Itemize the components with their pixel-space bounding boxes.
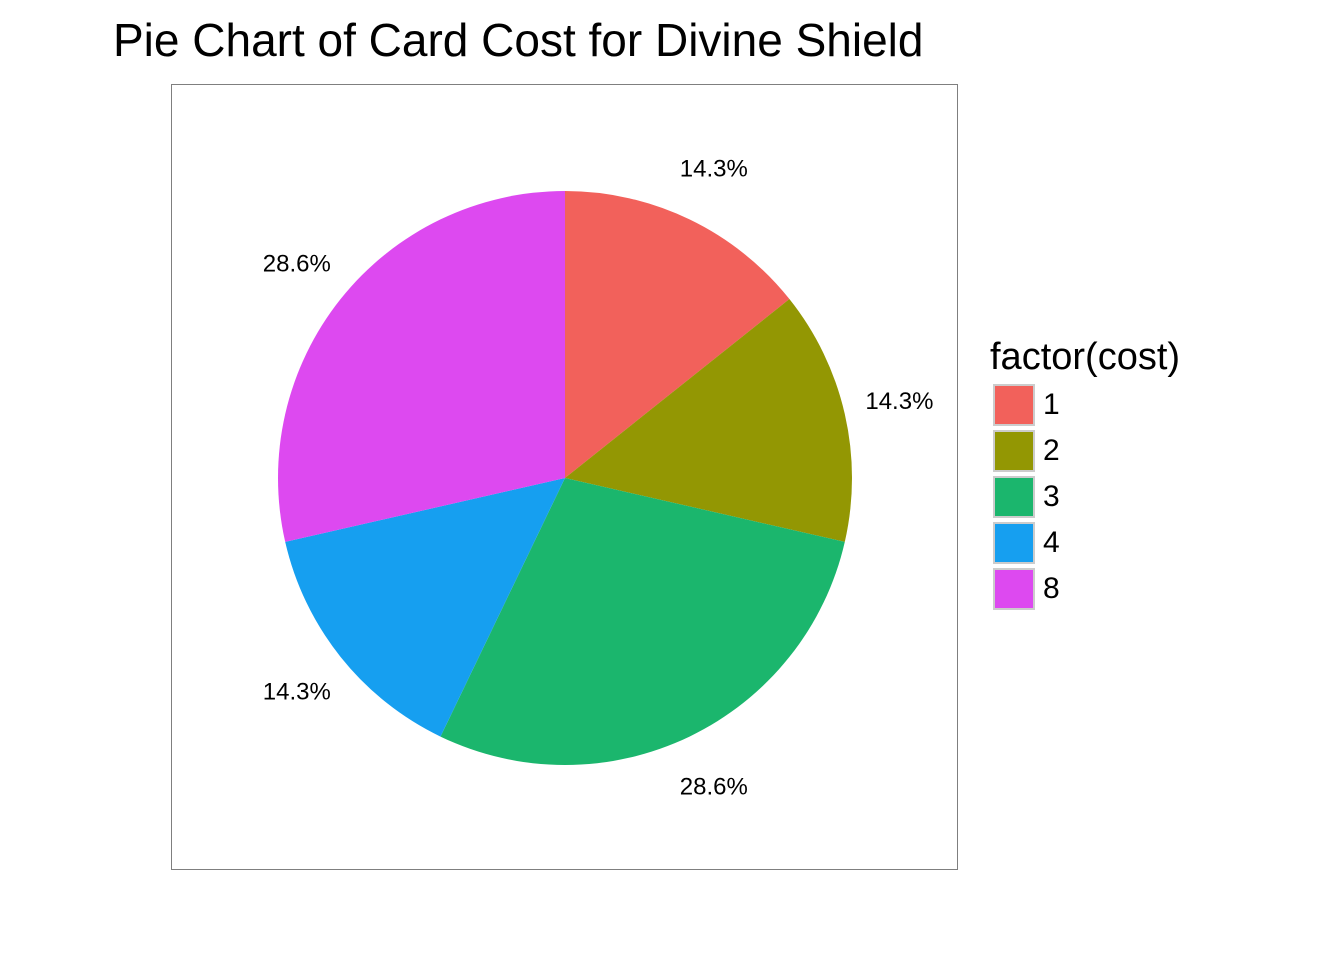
legend-key-8 bbox=[993, 567, 1035, 610]
pie-label-2: 14.3% bbox=[865, 388, 933, 415]
legend-label-2: 2 bbox=[1043, 433, 1060, 467]
legend-item-1: 1 bbox=[990, 382, 1180, 428]
legend-title: factor(cost) bbox=[990, 336, 1181, 378]
legend-swatch-4 bbox=[995, 523, 1033, 562]
plot-panel: 14.3% 14.3% 28.6% 14.3% 28.6% bbox=[171, 84, 958, 870]
pie-slice-1 bbox=[565, 191, 790, 478]
legend-item-8: 8 bbox=[990, 566, 1180, 612]
legend-item-3: 3 bbox=[990, 474, 1180, 520]
legend-swatch-2 bbox=[995, 431, 1033, 470]
legend: factor(cost) 1 2 3 4 8 bbox=[990, 336, 1180, 612]
pie-chart: 14.3% 14.3% 28.6% 14.3% 28.6% bbox=[263, 155, 934, 801]
legend-label-1: 1 bbox=[1043, 387, 1060, 421]
pie-label-4: 14.3% bbox=[263, 678, 331, 705]
legend-label-4: 4 bbox=[1043, 525, 1060, 559]
legend-item-2: 2 bbox=[990, 428, 1180, 474]
pie-label-3: 28.6% bbox=[680, 774, 748, 801]
legend-key-2 bbox=[993, 429, 1035, 472]
pie-slice-4 bbox=[285, 478, 565, 737]
pie-label-1: 14.3% bbox=[680, 155, 748, 182]
legend-items: 1 2 3 4 8 bbox=[990, 382, 1180, 612]
legend-item-4: 4 bbox=[990, 520, 1180, 566]
legend-swatch-1 bbox=[995, 385, 1033, 424]
legend-key-1 bbox=[993, 383, 1035, 426]
pie-slice-3 bbox=[440, 478, 845, 765]
chart-title: Pie Chart of Card Cost for Divine Shield bbox=[113, 14, 924, 66]
legend-label-3: 3 bbox=[1043, 479, 1060, 513]
legend-key-4 bbox=[993, 521, 1035, 564]
legend-swatch-3 bbox=[995, 477, 1033, 516]
pie-slice-8 bbox=[278, 191, 565, 542]
pie-label-8: 28.6% bbox=[263, 251, 331, 278]
legend-key-3 bbox=[993, 475, 1035, 518]
legend-label-8: 8 bbox=[1043, 571, 1060, 605]
pie-slice-2 bbox=[565, 299, 852, 542]
legend-swatch-8 bbox=[995, 569, 1033, 608]
